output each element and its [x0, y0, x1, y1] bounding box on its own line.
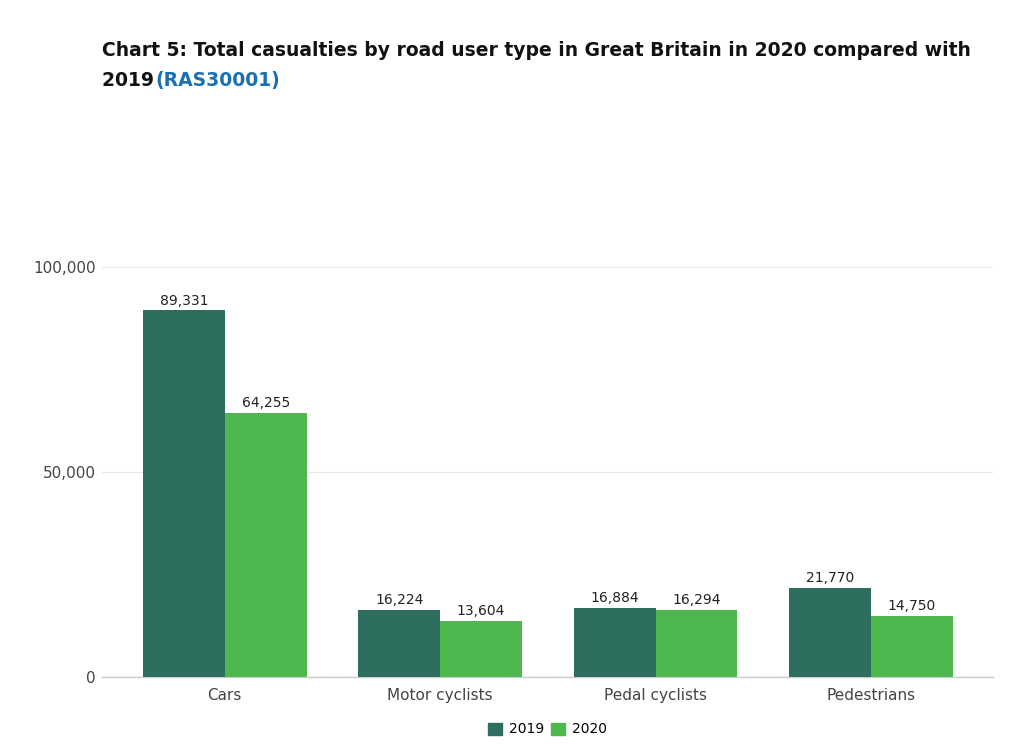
- Bar: [573, 608, 655, 677]
- Bar: [224, 414, 306, 677]
- Bar: [358, 611, 440, 677]
- Text: 16,224: 16,224: [375, 593, 423, 608]
- Bar: [440, 621, 522, 677]
- Text: 64,255: 64,255: [242, 396, 290, 411]
- Bar: [871, 617, 952, 677]
- Text: 16,294: 16,294: [672, 593, 721, 607]
- Text: 2019: 2019: [102, 71, 161, 90]
- Text: 16,884: 16,884: [590, 590, 639, 605]
- Text: 13,604: 13,604: [457, 604, 505, 618]
- Legend: 2019, 2020: 2019, 2020: [483, 717, 612, 742]
- Text: 89,331: 89,331: [160, 293, 208, 308]
- Bar: [790, 587, 871, 677]
- Text: (RAS30001): (RAS30001): [156, 71, 281, 90]
- Text: 14,750: 14,750: [888, 599, 936, 614]
- Text: 21,770: 21,770: [806, 571, 854, 584]
- Bar: [655, 610, 737, 677]
- Text: Chart 5: Total casualties by road user type in Great Britain in 2020 compared wi: Chart 5: Total casualties by road user t…: [102, 41, 972, 60]
- Bar: [143, 311, 224, 677]
